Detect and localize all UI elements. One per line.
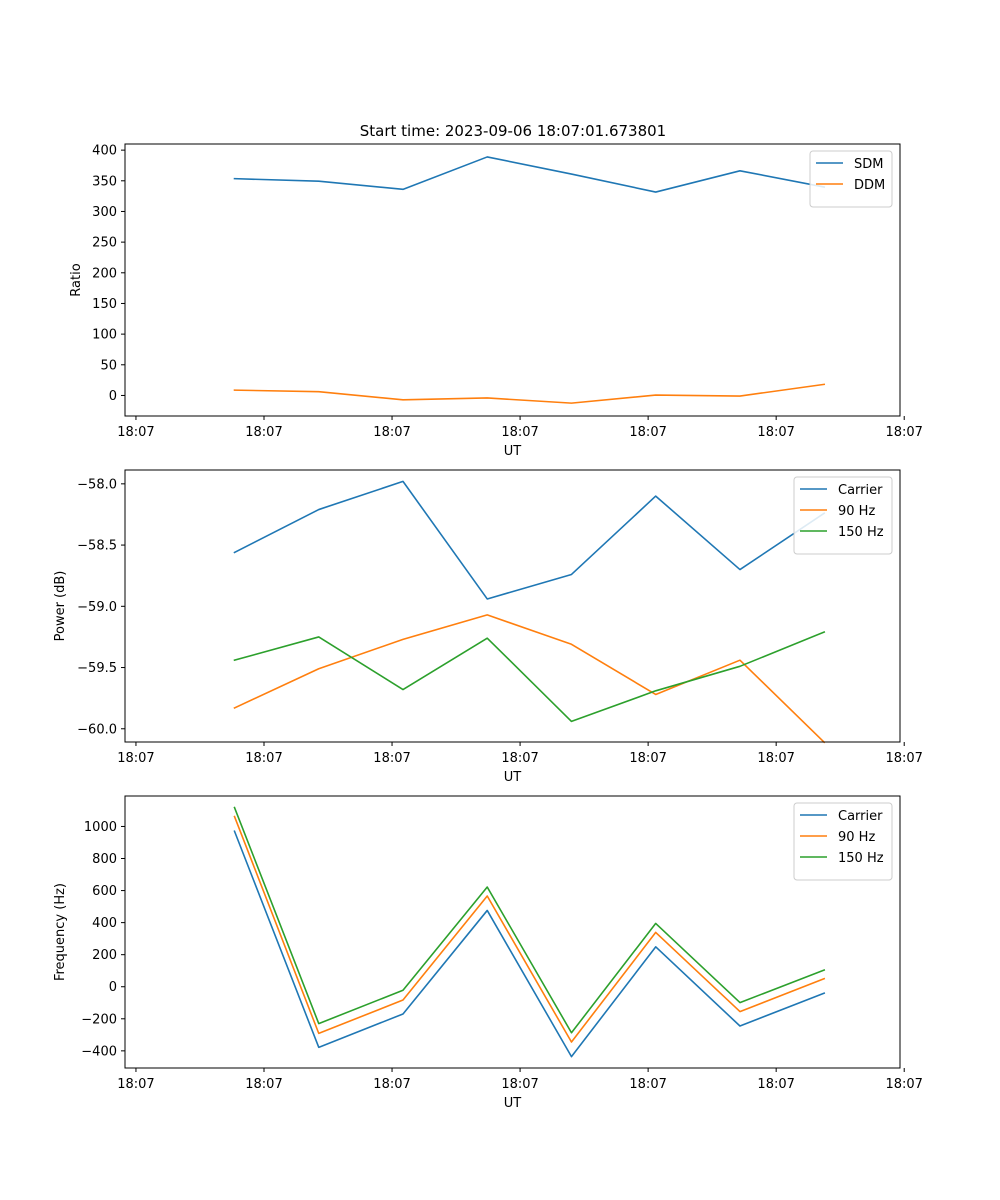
x-tick-label: 18:07 [885, 751, 922, 766]
x-tick-label: 18:07 [245, 751, 282, 766]
legend: SDM DDM [809, 150, 893, 208]
legend-label: Carrier [838, 483, 883, 498]
y-tick-label: −60.0 [77, 722, 117, 737]
x-axis-label: UT [504, 770, 522, 785]
y-axis-label: Frequency (Hz) [53, 883, 68, 981]
y-axis-label: Ratio [69, 263, 84, 296]
legend-label: SDM [854, 157, 883, 172]
x-tick-label: 18:07 [245, 1077, 282, 1092]
x-tick-label: 18:07 [629, 751, 666, 766]
x-tick-label: 18:07 [629, 1077, 666, 1092]
y-tick-label: 100 [92, 328, 117, 343]
y-tick-label: 150 [92, 297, 117, 312]
series-line-sdm [233, 156, 826, 193]
y-tick-label: 600 [92, 884, 117, 899]
axes-frame [124, 795, 901, 1069]
y-tick-label: 200 [92, 948, 117, 963]
legend-box [809, 150, 893, 208]
y-tick-label: −200 [81, 1012, 117, 1027]
y-tick-label: 0 [109, 389, 117, 404]
y-tick-label: 300 [92, 205, 117, 220]
y-axis-label: Power (dB) [53, 571, 68, 642]
y-tick-label: 1000 [84, 820, 117, 835]
legend-box [793, 476, 893, 555]
series-line-ddm [233, 383, 826, 404]
legend: Carrier 90 Hz 150 Hz [793, 802, 893, 881]
legend-label: 150 Hz [838, 851, 884, 866]
y-tick-label: 50 [100, 358, 117, 373]
y-tick-label: −58.5 [77, 539, 117, 554]
x-axis-label: UT [504, 1096, 522, 1111]
legend-label: 90 Hz [838, 830, 875, 845]
chart-panel-1: 18:07 18:07 18:07 18:07 18:07 18:07 18:07 0 50 10… [69, 143, 923, 459]
x-tick-label: 18:07 [501, 751, 538, 766]
y-tick-label: 800 [92, 852, 117, 867]
legend-label: 150 Hz [838, 525, 884, 540]
x-tick-label: 18:07 [373, 751, 410, 766]
y-tick-label: 350 [92, 174, 117, 189]
chart-panel-3: 18:07 18:07 18:07 18:07 18:07 18:07 18:07 −400 −… [53, 795, 923, 1111]
legend-label: DDM [854, 178, 885, 193]
x-tick-label: 18:07 [885, 1077, 922, 1092]
x-tick-label: 18:07 [885, 425, 922, 440]
series-line-150-hz [233, 630, 826, 723]
y-tick-label: 0 [109, 980, 117, 995]
y-tick-label: −59.0 [77, 600, 117, 615]
y-tick-label: 200 [92, 266, 117, 281]
x-tick-label: 18:07 [757, 751, 794, 766]
x-tick-label: 18:07 [245, 425, 282, 440]
axes-frame [124, 143, 901, 417]
legend-label: Carrier [838, 809, 883, 824]
x-tick-label: 18:07 [501, 1077, 538, 1092]
x-tick-label: 18:07 [117, 425, 154, 440]
series-line-150-hz [233, 806, 826, 1034]
y-tick-label: 250 [92, 236, 117, 251]
y-tick-label: 400 [92, 144, 117, 159]
x-tick-label: 18:07 [757, 1077, 794, 1092]
x-tick-label: 18:07 [373, 1077, 410, 1092]
series-line-carrier [233, 830, 826, 1058]
x-tick-label: 18:07 [757, 425, 794, 440]
series-line-90-hz [233, 614, 826, 744]
x-tick-label: 18:07 [373, 425, 410, 440]
x-tick-label: 18:07 [629, 425, 666, 440]
series-line-90-hz [233, 815, 826, 1043]
series-line-carrier [233, 480, 826, 600]
x-tick-label: 18:07 [117, 751, 154, 766]
y-tick-label: 400 [92, 916, 117, 931]
legend: Carrier 90 Hz 150 Hz [793, 476, 893, 555]
legend-label: 90 Hz [838, 504, 875, 519]
x-axis-label: UT [504, 444, 522, 459]
x-tick-label: 18:07 [501, 425, 538, 440]
chart-panel-2: 18:07 18:07 18:07 18:07 18:07 18:07 18:07−60.0… [53, 469, 923, 785]
panels: 18:07 18:07 18:07 18:07 18:07 18:07 18:07 0 50 10… [53, 143, 923, 1111]
y-tick-label: −400 [81, 1044, 117, 1059]
y-tick-label: −59.5 [77, 661, 117, 676]
x-tick-label: 18:07 [117, 1077, 154, 1092]
figure-title: Start time: 2023-09-06 18:07:01.673801 [360, 122, 666, 140]
y-tick-label: −58.0 [77, 477, 117, 492]
legend-box [793, 802, 893, 881]
